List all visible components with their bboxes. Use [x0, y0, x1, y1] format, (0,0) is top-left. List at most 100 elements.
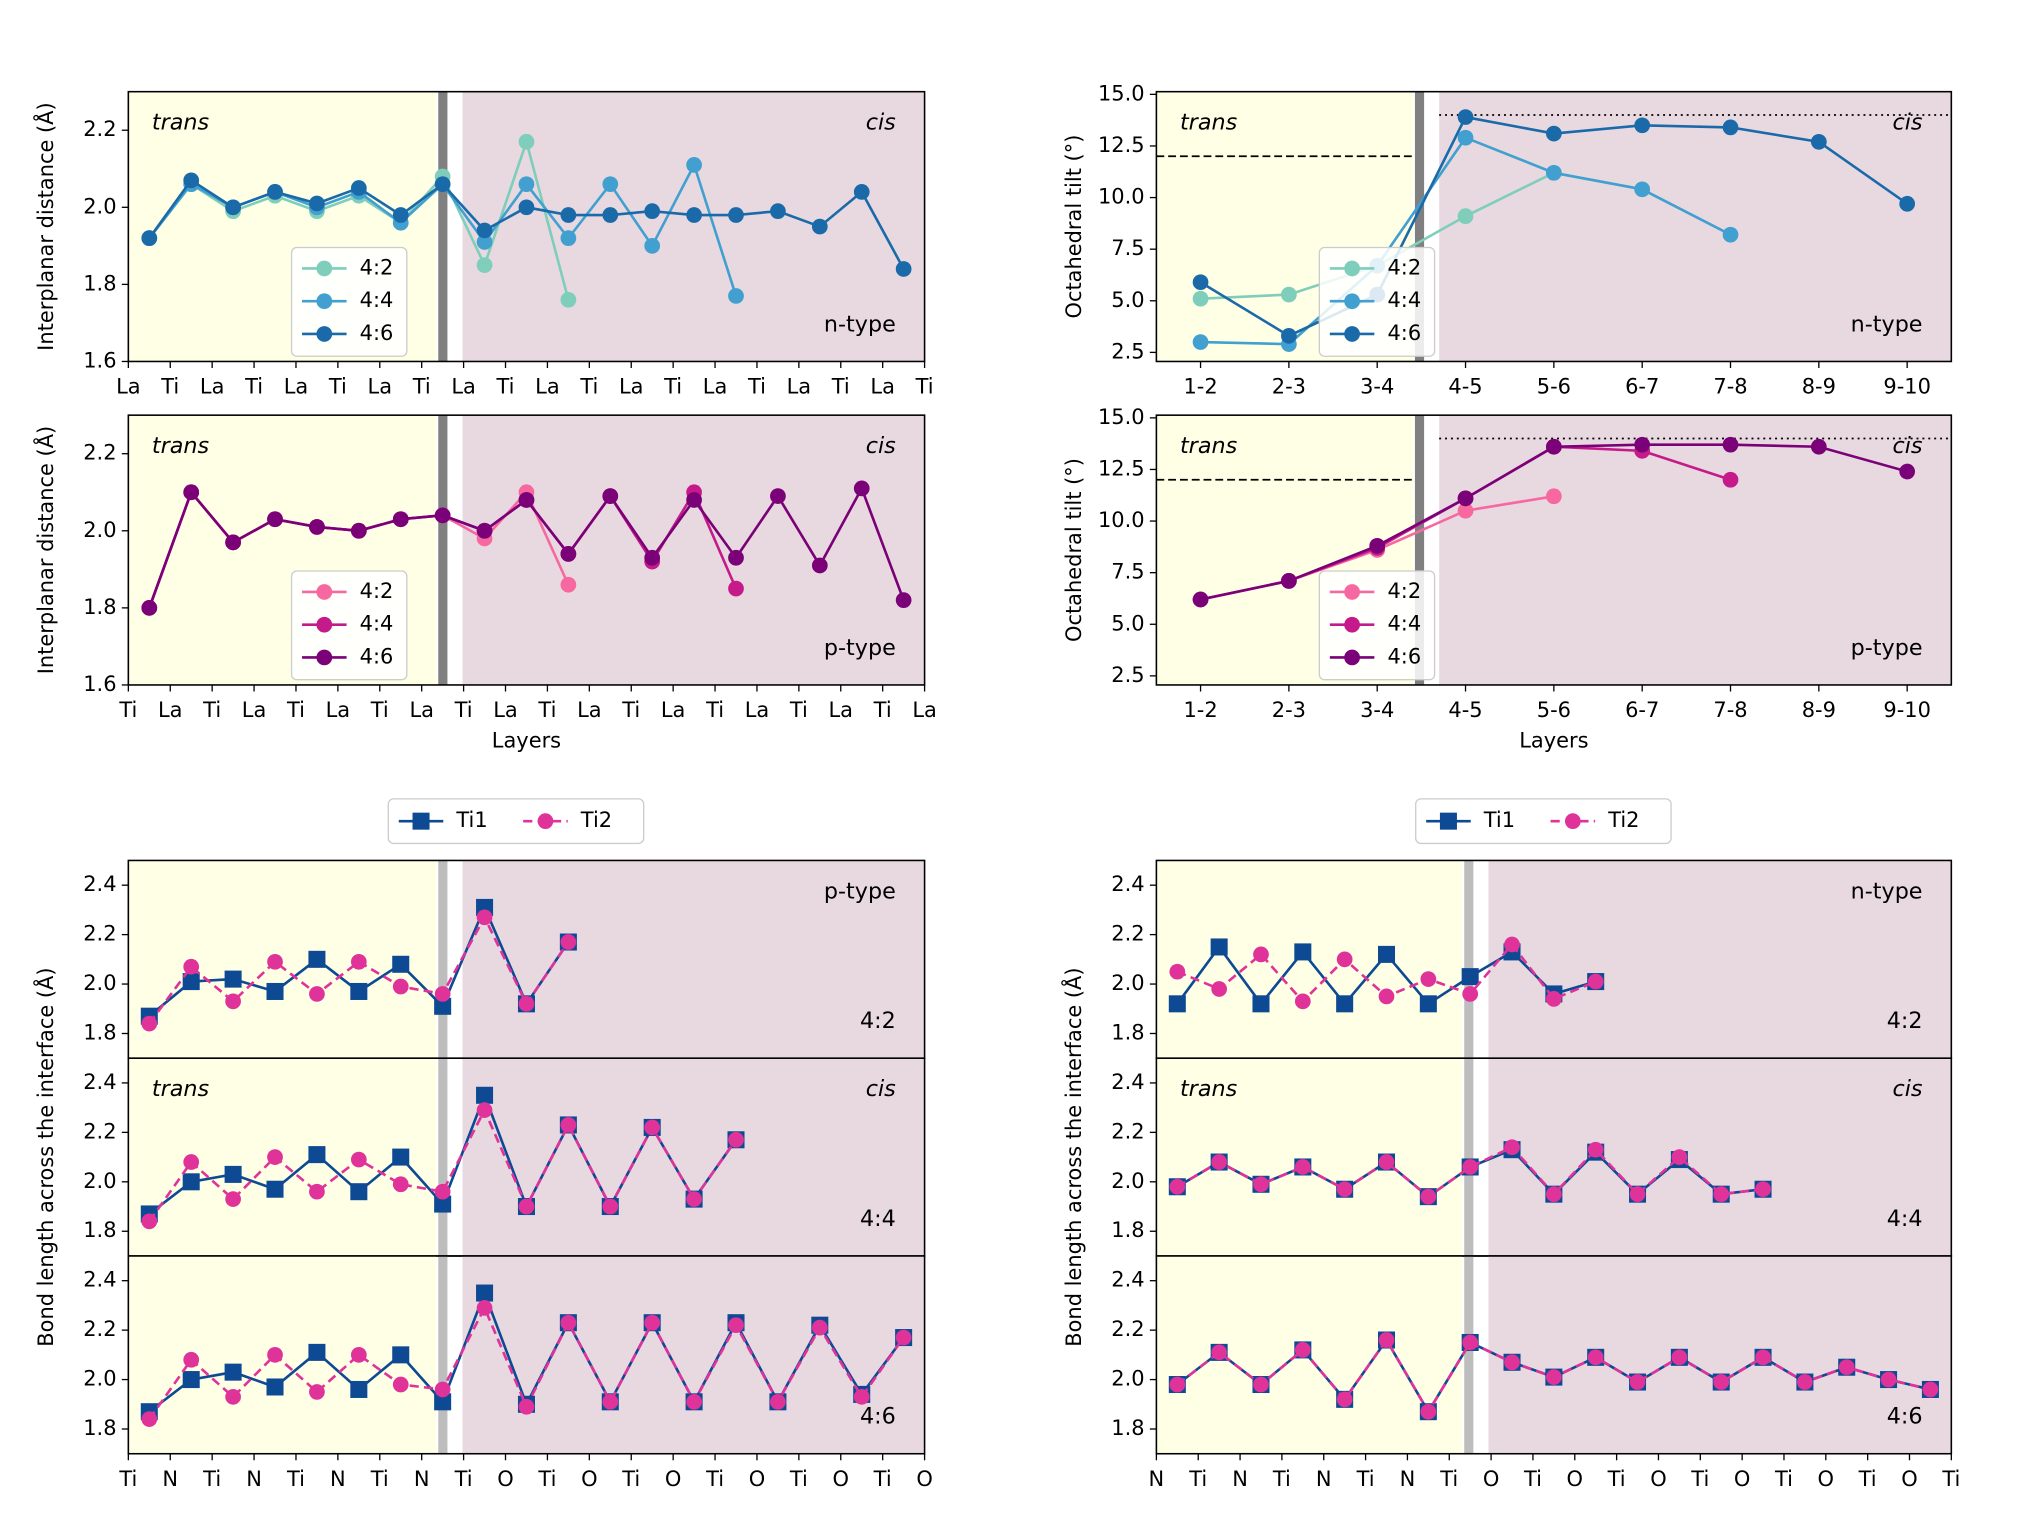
- annotation: trans: [152, 110, 210, 136]
- annotation: p-type: [824, 878, 896, 904]
- annotation: n-type: [824, 311, 896, 337]
- y-axis-label: Octahedral tilt (°): [1062, 458, 1086, 642]
- series-line: [1176, 1145, 1764, 1199]
- y-axis-label: Bond length across the interface (Å): [32, 967, 58, 1346]
- data-point: [1634, 181, 1651, 198]
- data-point: [350, 1151, 367, 1168]
- y-tick-label: 2.5: [1111, 663, 1144, 687]
- data-point: [267, 184, 283, 200]
- data-point: [1168, 995, 1186, 1013]
- data-point: [728, 580, 744, 597]
- y-tick-label: 2.4: [1111, 1070, 1144, 1094]
- y-tick-label: 12.5: [1098, 456, 1145, 480]
- x-tick-label: O: [1650, 1467, 1666, 1491]
- x-tick-label: La: [912, 698, 936, 722]
- data-point: [476, 1300, 493, 1316]
- data-point: [1722, 471, 1739, 488]
- y-tick-label: 2.4: [1111, 872, 1144, 896]
- data-point: [141, 230, 158, 246]
- x-tick-label: Ti: [663, 375, 682, 399]
- data-point: [1336, 1391, 1353, 1408]
- legend-marker: [316, 616, 333, 633]
- x-tick-label: Ti: [831, 375, 850, 399]
- data-point: [853, 184, 870, 200]
- data-point: [1336, 1181, 1353, 1198]
- data-point: [434, 1183, 451, 1200]
- y-tick-label: 7.5: [1111, 560, 1144, 584]
- x-tick-label: 1-2: [1183, 375, 1217, 399]
- x-tick-label: La: [326, 698, 350, 722]
- data-point: [853, 480, 870, 497]
- data-point: [1253, 1176, 1269, 1193]
- x-tick-label: 6-7: [1625, 698, 1659, 722]
- x-tick-label: Ti: [1690, 1467, 1709, 1491]
- y-tick-label: 2.2: [83, 1119, 116, 1143]
- x-tick-label: Ti: [202, 698, 221, 722]
- y-tick-label: 2.0: [83, 1367, 116, 1391]
- data-point: [476, 234, 493, 250]
- legend-box: [1415, 798, 1672, 845]
- data-point: [309, 986, 325, 1002]
- x-tick-label: Ti: [1356, 1467, 1375, 1491]
- data-point: [392, 955, 410, 973]
- data-point: [1838, 1359, 1855, 1376]
- y-tick-label: 7.5: [1111, 236, 1144, 260]
- data-point: [518, 133, 535, 150]
- y-tick-label: 2.4: [83, 872, 116, 896]
- x-tick-label: La: [829, 698, 853, 722]
- data-point: [1504, 936, 1520, 953]
- data-point: [770, 488, 786, 504]
- data-point: [728, 207, 744, 223]
- y-tick-label: 2.0: [83, 971, 116, 995]
- data-point: [183, 1351, 200, 1368]
- legend-box: [387, 798, 645, 845]
- data-point: [267, 511, 283, 528]
- data-point: [1713, 1374, 1730, 1390]
- annotation: trans: [1180, 433, 1238, 459]
- data-point: [811, 218, 828, 235]
- data-point: [1722, 119, 1739, 136]
- y-tick-label: 2.0: [83, 518, 116, 542]
- data-point: [1922, 1381, 1939, 1398]
- annotation: trans: [1180, 1076, 1238, 1102]
- x-tick-label: Ti: [873, 698, 892, 722]
- x-tick-label: Ti: [1858, 1467, 1877, 1491]
- x-tick-label: Ti: [915, 375, 934, 399]
- x-tick-label: N: [1316, 1467, 1332, 1491]
- annotation: cis: [866, 433, 896, 459]
- y-tick-label: 1.8: [1111, 1218, 1144, 1242]
- legend-marker: [1344, 260, 1360, 277]
- x-tick-label: 1-2: [1183, 698, 1217, 722]
- data-point: [476, 909, 493, 926]
- data-point: [1420, 1403, 1437, 1420]
- data-point: [392, 207, 409, 223]
- x-tick-label: 6-7: [1625, 375, 1659, 399]
- data-point: [644, 549, 661, 566]
- data-point: [434, 176, 451, 193]
- x-tick-label: 9-10: [1883, 698, 1931, 722]
- legend-label: Ti2: [1607, 808, 1639, 832]
- y-tick-label: 2.0: [1111, 1367, 1144, 1391]
- plot-frame: [127, 1255, 926, 1455]
- x-tick-label: La: [493, 698, 517, 722]
- data-point: [1671, 1349, 1688, 1366]
- data-point: [266, 1378, 284, 1396]
- data-point: [434, 1381, 451, 1398]
- legend-label: 4:4: [360, 288, 394, 312]
- data-point: [266, 1180, 284, 1198]
- x-tick-label: Ti: [1523, 1467, 1542, 1491]
- x-tick-label: N: [162, 1467, 178, 1491]
- x-tick-label: La: [200, 375, 224, 399]
- x-tick-label: Ti: [1272, 1467, 1291, 1491]
- data-point: [392, 1346, 410, 1364]
- legend-label: 4:6: [360, 321, 394, 345]
- data-point: [225, 1389, 241, 1405]
- cis-region: [1439, 91, 1952, 362]
- data-point: [434, 507, 451, 524]
- y-tick-label: 1.8: [1111, 1416, 1144, 1440]
- series-line: [148, 1107, 738, 1223]
- data-point: [560, 291, 577, 308]
- data-point: [182, 1371, 200, 1389]
- legend-label: 4:2: [1387, 255, 1421, 279]
